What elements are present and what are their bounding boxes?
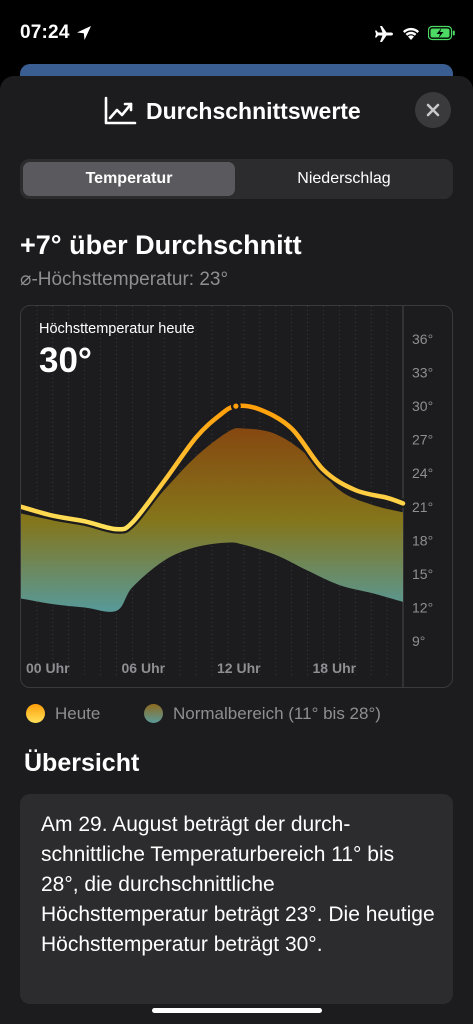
- x-tick-label: 18 Uhr: [313, 660, 357, 676]
- battery-charging-icon: [428, 25, 455, 41]
- overview-text: Am 29. August beträgt der durch-schnittl…: [41, 813, 435, 956]
- legend-label-heute: Heute: [55, 704, 101, 723]
- chart-svg: 36° 33° 30° 27° 24° 21° 18° 15° 12° 9° 00 Uhr 06 Uh…: [21, 306, 433, 687]
- close-button[interactable]: [415, 92, 451, 128]
- close-icon: [426, 103, 440, 117]
- airplane-icon: [375, 26, 393, 42]
- y-tick-label: 33°: [412, 365, 433, 381]
- status-bar: 07:24: [0, 0, 473, 62]
- x-tick-label: 06 Uhr: [122, 660, 166, 676]
- deviation-headline: +7° über Durchschnitt: [20, 230, 302, 260]
- status-time: 07:24: [20, 22, 70, 43]
- legend-label-normalbereich: Normalbereich (11° bis 28°): [173, 704, 381, 723]
- y-tick-label: 15°: [412, 566, 433, 582]
- y-tick-label: 21°: [412, 499, 433, 515]
- chart-line-icon: [104, 96, 137, 125]
- sheet-title: Durchschnittswerte: [146, 98, 361, 124]
- overview-title: Übersicht: [24, 749, 140, 777]
- segmented-control: Temperatur Niederschlag: [20, 159, 453, 199]
- legend-swatch-normalbereich: [144, 704, 163, 723]
- home-indicator[interactable]: [152, 1008, 322, 1013]
- legend-swatch-heute: [26, 704, 45, 723]
- segment-niederschlag[interactable]: Niederschlag: [297, 170, 391, 187]
- location-arrow-icon: [77, 26, 91, 40]
- chart-legend: Heute Normalbereich (11° bis 28°): [26, 702, 456, 726]
- y-tick-label: 12°: [412, 599, 433, 615]
- chart-value: 30°: [39, 341, 92, 380]
- x-tick-label: 12 Uhr: [217, 660, 261, 676]
- y-tick-label: 24°: [412, 465, 433, 481]
- y-tick-label: 36°: [412, 331, 433, 347]
- wifi-icon: [403, 27, 419, 40]
- today-line: [21, 403, 406, 532]
- segment-temperatur[interactable]: Temperatur: [23, 162, 235, 196]
- normal-range-band: [21, 428, 403, 612]
- x-tick-label: 00 Uhr: [26, 660, 70, 676]
- temperature-chart: 36° 33° 30° 27° 24° 21° 18° 15° 12° 9° 00 Uhr 06 Uh…: [20, 305, 453, 688]
- y-tick-label: 9°: [412, 633, 425, 649]
- overview-card: Am 29. August beträgt der durch-schnittl…: [20, 794, 453, 1004]
- average-high-subline: ⌀-Höchsttemperatur: 23°: [20, 269, 229, 290]
- y-tick-label: 30°: [412, 398, 433, 414]
- chart-caption: Höchsttemperatur heute: [39, 321, 195, 337]
- max-marker: [233, 403, 239, 409]
- y-tick-label: 18°: [412, 532, 433, 548]
- y-tick-label: 27°: [412, 432, 433, 448]
